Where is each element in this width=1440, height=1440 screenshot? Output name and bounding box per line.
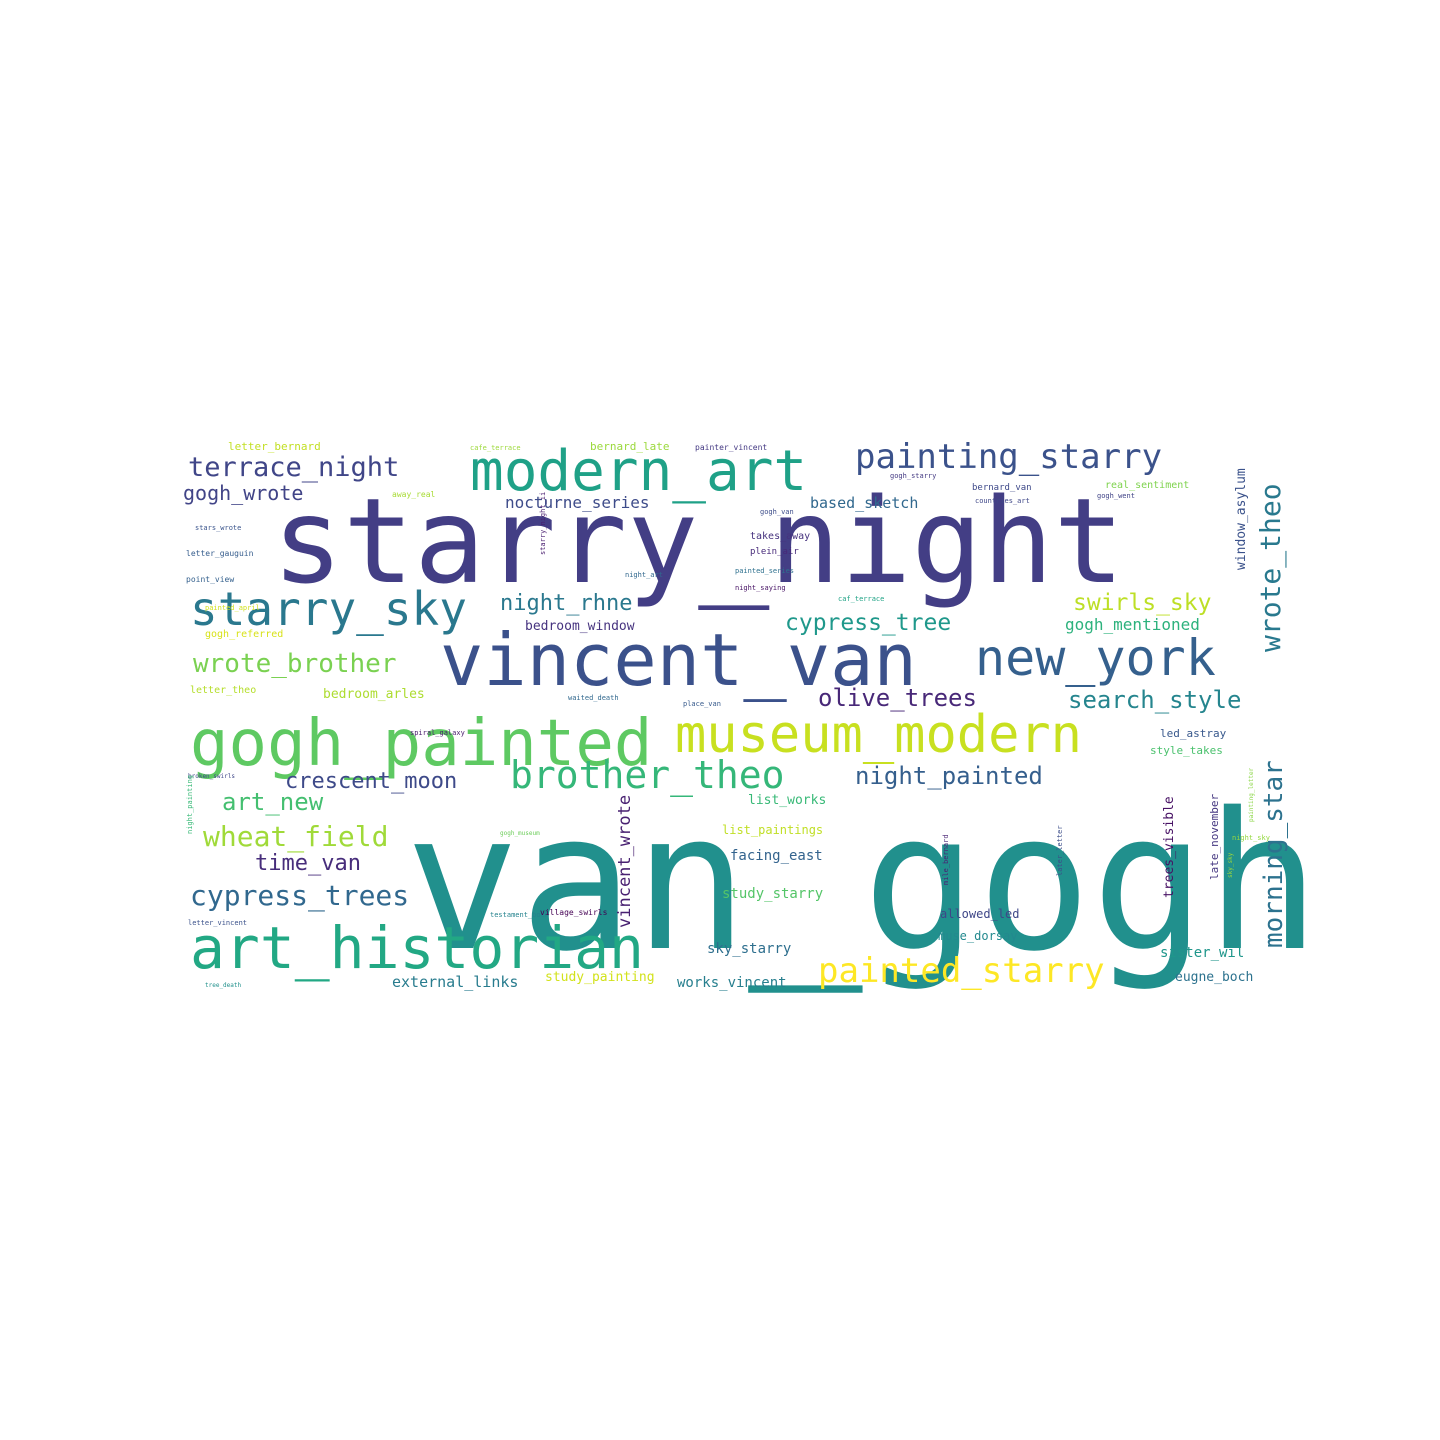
word-van-gogh: van_gogh	[405, 772, 1320, 993]
word-place-van: place_van	[683, 700, 721, 708]
word-muse-dorsay: muse_dorsay	[938, 929, 1017, 943]
word-spiral-galaxy: spiral_galaxy	[410, 729, 465, 737]
word-gogh-referred: gogh_referred	[205, 629, 283, 640]
word-modern-art: modern_art	[470, 439, 807, 504]
word-painting-starry: painting_starry	[855, 437, 1162, 477]
word-wrote-theo: wrote_theo	[1254, 483, 1288, 652]
word-list-works: list_works	[748, 793, 826, 808]
word-eugne-boch: eugne_boch	[1175, 970, 1253, 985]
word-allowed-led: allowed_led	[940, 907, 1019, 921]
word-countries-art: countries_art	[975, 497, 1030, 505]
word-trees-visible: trees_visible	[1162, 796, 1177, 898]
word-facing-east: facing_east	[730, 848, 823, 864]
word-painted-series: painted_series	[735, 567, 794, 575]
word-night-art: night_art	[625, 571, 663, 579]
word-mile-bernard: mile_bernard	[942, 834, 950, 885]
word-window-asylum: window_asylum	[1234, 468, 1249, 570]
word-art-new: art_new	[222, 788, 324, 816]
word-starry-night-ii: starry_night_ii	[539, 492, 547, 555]
word-search-style: search_style	[1068, 686, 1241, 714]
word-vincent-wrote: vincent_wrote	[615, 795, 635, 928]
word-works-vincent: works_vincent	[677, 975, 787, 991]
word-museum-modern: museum_modern	[675, 705, 1082, 765]
word-caf-terrace: caf_terrace	[838, 595, 884, 603]
word-point-view: point_view	[186, 575, 234, 584]
word-stars-wrote: stars_wrote	[195, 524, 241, 532]
word-morning-star: morning_star	[1259, 760, 1289, 948]
word-olive-trees: olive_trees	[818, 684, 977, 712]
word-wheat-field: wheat_field	[203, 820, 388, 854]
word-study-starry: study_starry	[722, 886, 823, 902]
word-gogh-museum: gogh_museum	[500, 830, 540, 837]
word-night-painting: night_painting	[186, 775, 194, 834]
word-away-real: away_real	[392, 490, 436, 499]
word-bernard-van: bernard_van	[972, 483, 1032, 493]
word-real-sentiment: real_sentiment	[1105, 480, 1189, 491]
word-bedroom-window: bedroom_window	[525, 619, 635, 634]
word-wrote-brother: wrote_brother	[193, 649, 397, 679]
word-vincent-van: vincent_van	[440, 618, 917, 702]
word-cafe-terrace: cafe_terrace	[470, 444, 521, 452]
word-bernard-late: bernard_late	[590, 440, 669, 453]
word-painted-starry: painted_starry	[818, 951, 1105, 991]
word-sky-sky: sky_sky	[1227, 852, 1234, 878]
word-later-letter: later_letter	[1056, 825, 1064, 876]
word-letter-bernard: letter_bernard	[228, 440, 321, 453]
word-art-historian: art_historian	[190, 914, 644, 982]
word-gogh-painted: gogh_painted	[190, 707, 652, 781]
word-waited-death: waited_death	[568, 694, 619, 702]
word-night-painted: night_painted	[855, 762, 1043, 790]
word-external-links: external_links	[392, 973, 518, 991]
word-starry-sky: starry_sky	[190, 582, 467, 636]
word-gogh-mentioned: gogh_mentioned	[1065, 615, 1200, 634]
word-testament-boch: testament_boch	[490, 911, 549, 919]
word-swirls-sky: swirls_sky	[1073, 590, 1211, 616]
word-night-sky: night_sky	[1232, 834, 1270, 842]
word-bedroom-arles: bedroom_arles	[323, 687, 425, 702]
word-painter-vincent: painter_vincent	[695, 443, 767, 452]
word-brother-theo: brother_theo	[510, 753, 785, 798]
word-cypress-tree: cypress_tree	[785, 610, 951, 636]
word-gogh-van: gogh_van	[760, 508, 794, 516]
word-gogh-wrote: gogh_wrote	[183, 481, 303, 505]
word-letter-theo: letter_theo	[190, 685, 256, 696]
word-late-november: late_november	[1208, 794, 1221, 880]
word-cypress-trees: cypress_trees	[190, 879, 409, 913]
word-letter-vincent: letter_vincent	[188, 919, 247, 927]
word-nocturne-series: nocturne_series	[505, 493, 650, 512]
word-gogh-went: gogh_went	[1097, 492, 1135, 500]
word-time-van: time_van	[255, 851, 361, 876]
word-tree-death: tree_death	[205, 982, 242, 989]
word-study-painting: study_painting	[545, 970, 655, 985]
word-crescent-moon: crescent_moon	[285, 769, 457, 794]
word-village-swirls: village_swirls	[540, 908, 608, 917]
word-terrace-night: terrace_night	[188, 452, 399, 483]
word-sky-starry: sky_starry	[707, 941, 791, 957]
word-night-rhne: night_rhne	[500, 591, 632, 616]
word-new-york: new_york	[975, 629, 1216, 687]
word-based-sketch: based_sketch	[810, 494, 918, 512]
word-night-saying: night_saying	[735, 584, 786, 592]
word-gogh-starry: gogh_starry	[890, 472, 936, 480]
word-takes-away: takes_away	[750, 531, 810, 542]
word-list-paintings: list_paintings	[722, 823, 823, 837]
word-broken-swirls: broken_swirls	[188, 773, 235, 780]
word-led-astray: led_astray	[1160, 727, 1227, 740]
word-starry-night: starry_night	[272, 472, 1125, 610]
word-sister-wil: sister_wil	[1160, 945, 1244, 961]
word-painted-april: painted_april	[205, 604, 260, 612]
word-painting-letter: painting_letter	[1248, 767, 1255, 822]
word-plein-air: plein_air	[750, 547, 799, 557]
word-style-takes: style_takes	[1150, 744, 1223, 757]
word-letter-gauguin: letter_gauguin	[186, 549, 254, 558]
